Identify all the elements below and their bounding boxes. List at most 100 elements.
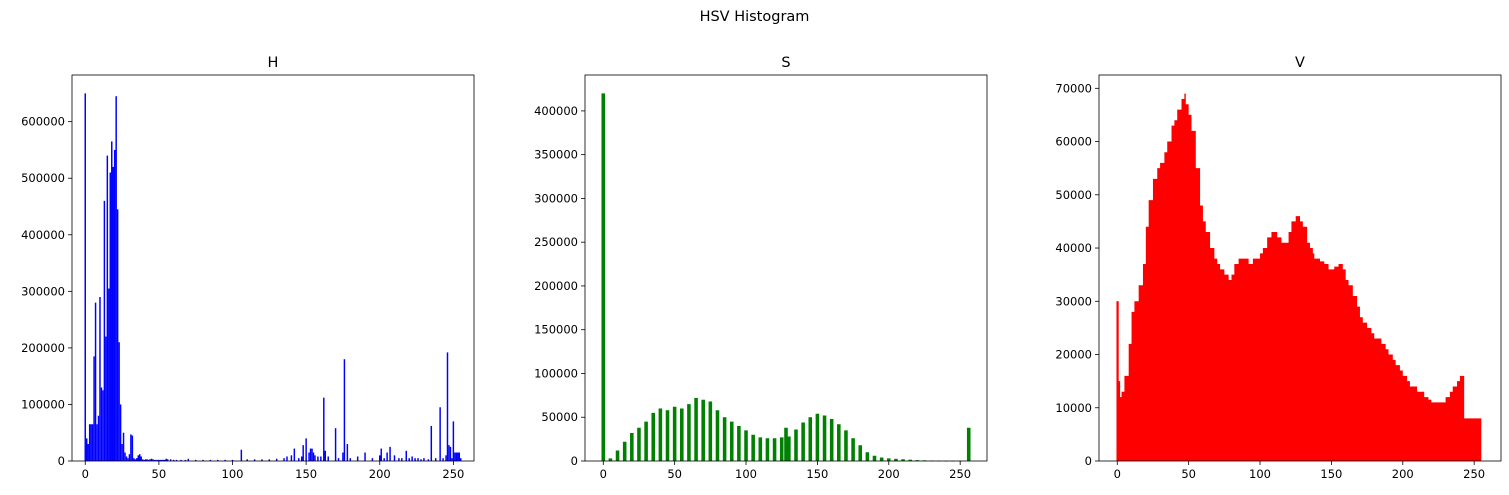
- histogram-bar: [379, 455, 381, 461]
- histogram-bar: [908, 459, 912, 461]
- histogram-bar: [158, 459, 160, 461]
- histogram-bar: [451, 458, 453, 461]
- histogram-bar: [894, 458, 898, 461]
- histogram-bar: [784, 427, 788, 461]
- histogram-bar: [658, 408, 663, 461]
- histogram-bar: [615, 450, 620, 461]
- histogram-bar: [102, 390, 104, 461]
- histogram-bar: [751, 434, 755, 461]
- histogram-bar: [445, 455, 447, 461]
- histogram-bar: [125, 456, 128, 461]
- histogram-bar: [901, 459, 905, 461]
- histogram-bar: [644, 421, 648, 461]
- histogram-bar: [343, 359, 346, 461]
- histogram-bar: [423, 458, 425, 461]
- x-tick-label: 250: [1463, 467, 1485, 481]
- histogram-bar: [815, 413, 820, 461]
- histogram-bar: [665, 410, 670, 461]
- histogram-bar: [687, 404, 691, 461]
- histogram-bar: [136, 458, 138, 461]
- histogram-bar: [722, 417, 727, 461]
- axes-frame: [584, 74, 988, 462]
- histogram-bar: [155, 459, 157, 461]
- histogram-bar: [680, 408, 684, 461]
- histogram-bar: [111, 141, 113, 461]
- histogram-bar: [140, 456, 142, 461]
- histogram-bar: [88, 424, 91, 461]
- histogram-bar: [829, 418, 834, 461]
- histogram-bar: [309, 448, 312, 461]
- histogram-bar: [411, 456, 413, 461]
- histogram-bar: [420, 459, 422, 461]
- histogram-bar: [137, 455, 139, 461]
- histogram-bar: [85, 438, 88, 461]
- y-tick-label: 70000: [1055, 81, 1092, 95]
- histogram-bar: [253, 459, 256, 461]
- x-tick-label: 100: [735, 467, 757, 481]
- histogram-bar: [879, 457, 884, 461]
- x-tick-label: 100: [222, 467, 244, 481]
- y-tick-label: 200000: [21, 341, 65, 355]
- histogram-bar: [448, 445, 450, 461]
- histogram-bar: [99, 296, 101, 461]
- histogram-bar: [100, 387, 103, 461]
- histogram-bar: [439, 407, 441, 461]
- x-tick-label: 250: [442, 467, 464, 481]
- histogram-bar: [146, 459, 148, 461]
- histogram-bar: [455, 452, 458, 461]
- histogram-bar: [108, 288, 110, 461]
- histogram-bar: [408, 458, 410, 461]
- y-tick-label: 10000: [1055, 401, 1092, 415]
- y-tick-label: 300000: [534, 191, 578, 205]
- histogram-bar: [311, 448, 313, 461]
- histogram-bar: [109, 172, 112, 462]
- histogram-bar: [364, 452, 366, 461]
- histogram-bar: [113, 149, 116, 461]
- histogram-bar: [134, 459, 137, 461]
- histogram-bar: [393, 455, 396, 461]
- histogram-bar: [217, 459, 219, 461]
- y-tick-label: 600000: [21, 115, 65, 129]
- histogram-bar: [159, 459, 162, 461]
- histogram-bar: [787, 436, 791, 461]
- histogram-bar: [822, 415, 827, 461]
- x-tick-label: 200: [369, 467, 391, 481]
- histogram-bar: [312, 452, 315, 461]
- histogram-bar: [131, 435, 134, 461]
- histogram-bar: [141, 459, 144, 461]
- histogram-bar: [729, 421, 734, 461]
- histogram-bar: [172, 459, 175, 461]
- histogram-bar: [386, 452, 388, 461]
- histogram-bar: [308, 452, 310, 461]
- x-tick-label: 0: [600, 467, 607, 481]
- histogram-bar: [150, 458, 153, 461]
- histogram-bar: [127, 458, 129, 461]
- axes-frame: [1098, 74, 1502, 462]
- histogram-bar: [153, 459, 156, 461]
- histogram-bar: [449, 446, 452, 461]
- histogram-bar: [180, 459, 182, 461]
- y-tick-label: 200000: [534, 279, 578, 293]
- histogram-bar: [175, 459, 178, 461]
- histogram-bar: [389, 446, 391, 461]
- histogram-bar: [414, 458, 416, 461]
- figure-title: HSV Histogram: [699, 9, 810, 25]
- histogram-bar: [149, 459, 151, 461]
- y-tick-label: 20000: [1055, 348, 1092, 362]
- histogram-bar: [346, 444, 349, 461]
- histogram-bar: [324, 450, 327, 461]
- histogram-bar: [701, 399, 705, 461]
- histogram-bar: [103, 200, 106, 462]
- histogram-bar: [630, 432, 634, 461]
- histogram-bar: [202, 459, 204, 461]
- histogram-bar: [156, 459, 159, 461]
- histogram-bar: [446, 352, 449, 461]
- histogram-bar: [305, 438, 307, 461]
- subplot-h: H 0 50 100 150 200 250 0 100000 200000 300000 40000…: [21, 55, 475, 481]
- histogram-bar: [162, 459, 165, 461]
- x-tick-label: 150: [295, 467, 317, 481]
- y-tick-label: 60000: [1055, 135, 1092, 149]
- histogram-bar: [143, 459, 145, 461]
- histogram-bar: [457, 452, 459, 461]
